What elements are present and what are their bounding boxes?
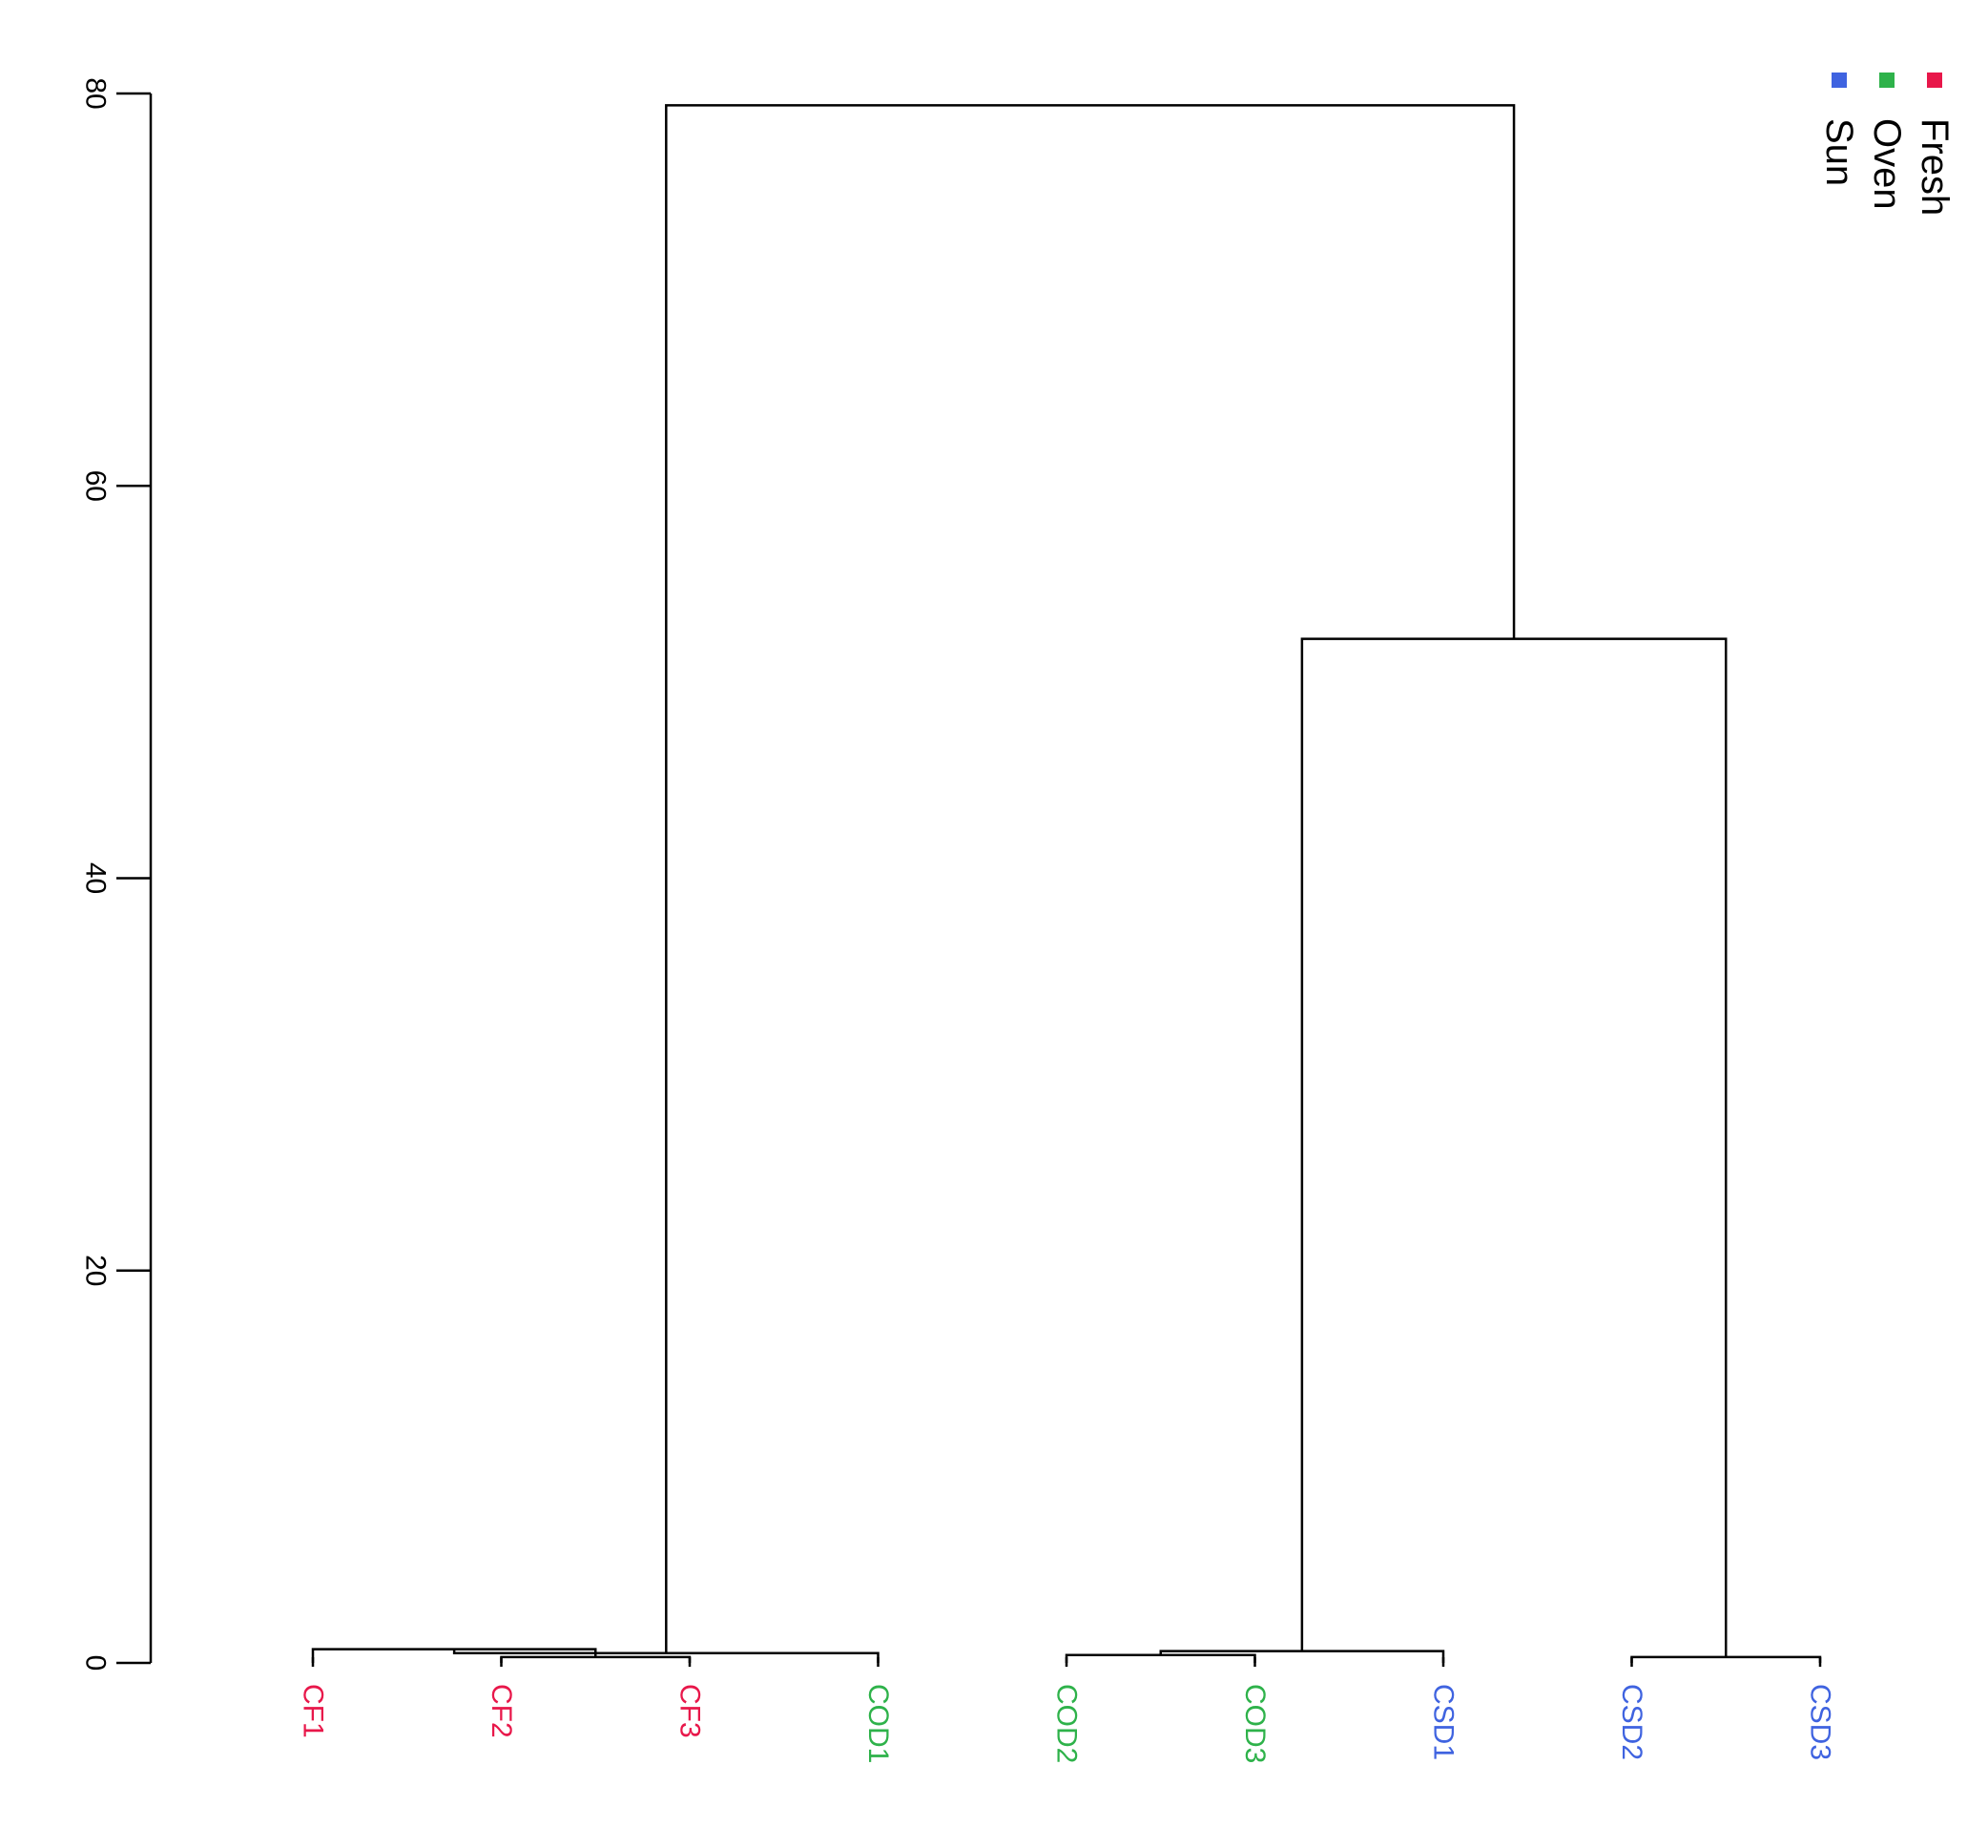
leaf-label-csd1: CSD1	[1428, 1684, 1460, 1760]
leaf-label-csd2: CSD2	[1616, 1684, 1647, 1760]
dendrogram-branch	[1065, 1653, 1256, 1663]
legend-label-fresh: Fresh	[1914, 118, 1956, 216]
y-axis: 0 20 40 60 80	[80, 77, 153, 1672]
dendrogram-branch	[1300, 637, 1728, 1657]
dendrogram-branch	[665, 104, 1516, 1653]
y-tick-label: 40	[80, 862, 112, 894]
y-tick-label: 80	[80, 77, 112, 109]
leaf-labels: CF1 CF2 CF3 COD1 COD2 COD3 CSD1 CSD2 CSD3	[298, 1684, 1836, 1763]
dendrogram-branch	[1630, 1655, 1822, 1663]
legend-label-sun: Sun	[1818, 118, 1860, 186]
leaf-label-cod3: COD3	[1239, 1684, 1271, 1763]
dendrogram-branch	[500, 1655, 692, 1663]
legend-swatch-sun	[1832, 73, 1847, 88]
legend-label-oven: Oven	[1866, 118, 1908, 210]
dendrogram-branch	[1159, 1650, 1445, 1663]
legend-swatch-fresh	[1927, 73, 1942, 88]
y-tick-label: 60	[80, 470, 112, 502]
y-tick-label: 0	[80, 1655, 112, 1672]
y-tick-label: 20	[80, 1255, 112, 1286]
leaf-label-csd3: CSD3	[1805, 1684, 1836, 1760]
legend-swatch-oven	[1879, 73, 1895, 88]
leaf-label-cf1: CF1	[298, 1684, 329, 1738]
leaf-label-cf2: CF2	[486, 1684, 517, 1738]
leaf-label-cod1: COD1	[862, 1684, 894, 1763]
dendrogram-tree	[311, 104, 1822, 1667]
leaf-label-cf3: CF3	[674, 1684, 706, 1738]
leaf-label-cod2: COD2	[1051, 1684, 1083, 1763]
